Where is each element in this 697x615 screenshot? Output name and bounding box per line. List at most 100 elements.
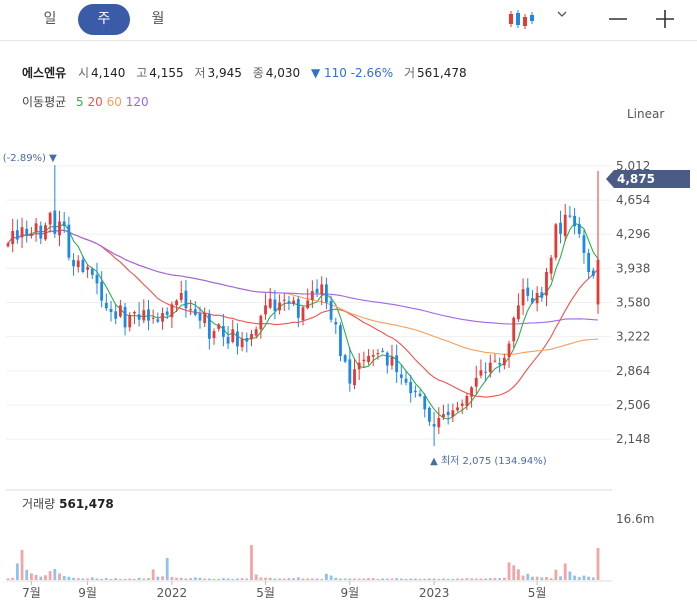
candle-body: [559, 222, 562, 234]
moving-average-legend[interactable]: 이동평균 5 20 60 120: [22, 93, 149, 110]
candle-body: [329, 300, 333, 320]
volume-value: 561,478: [417, 66, 467, 80]
volume-bar: [582, 575, 586, 580]
volume-panel-title: 거래량 561,478: [22, 495, 114, 512]
volume-bar: [371, 578, 375, 580]
volume-bar: [282, 578, 286, 580]
candle-body: [381, 350, 385, 352]
candle-body: [409, 381, 413, 394]
chevron-down-icon[interactable]: [556, 9, 568, 19]
volume-bar: [142, 578, 146, 580]
candle-body: [133, 312, 136, 314]
candle-body: [104, 302, 108, 309]
y-tick-label: 3,580: [616, 296, 650, 310]
candle-body: [573, 215, 576, 227]
volume-bar: [348, 578, 352, 580]
candle-body: [531, 298, 534, 303]
ma-120-label: 120: [125, 95, 149, 109]
volume-bar: [296, 577, 300, 580]
volume-bar: [278, 578, 281, 580]
volume-bar: [217, 578, 221, 580]
volume-bar: [175, 577, 178, 580]
candle-body: [48, 212, 52, 225]
tab-weekly[interactable]: 주: [78, 4, 130, 35]
candle-body: [193, 309, 197, 315]
candle-body: [278, 302, 281, 311]
candle-body: [58, 221, 61, 236]
volume-bar: [34, 574, 38, 580]
candle-body: [76, 260, 80, 268]
volume-bar: [531, 576, 534, 580]
change-value: ▼ 110 -2.66%: [310, 66, 394, 80]
candle-body: [44, 225, 47, 240]
volume-bar: [456, 578, 459, 580]
y-tick-label: 2,864: [616, 364, 650, 378]
volume-bar: [165, 557, 169, 580]
volume-bar: [329, 575, 333, 580]
zoom-in-button[interactable]: [654, 5, 676, 33]
candle-body: [399, 374, 403, 378]
candlestick-chart-type-icon[interactable]: [508, 8, 536, 30]
candle-body: [535, 292, 539, 304]
volume-bar: [442, 578, 445, 580]
candle-body: [310, 291, 314, 300]
volume-bar: [170, 577, 174, 580]
volume-bar: [404, 578, 408, 580]
candle-body: [404, 378, 408, 383]
volume-bar: [451, 578, 455, 580]
volume-bar: [193, 577, 197, 580]
candle-body: [460, 403, 464, 406]
candle-body: [90, 268, 94, 275]
candle-body: [339, 325, 342, 356]
candle-body: [371, 354, 375, 357]
candle-body: [156, 319, 160, 322]
volume-bar: [320, 578, 324, 580]
scale-type-toggle[interactable]: Linear: [627, 107, 665, 121]
volume-bar: [39, 576, 43, 580]
ma-60-label: 60: [106, 95, 122, 109]
candle-body: [165, 311, 169, 315]
candle-body: [81, 259, 85, 272]
candle-body: [432, 424, 436, 427]
top-toolbar: 일 주 월: [0, 0, 697, 41]
volume-bar: [11, 577, 15, 580]
candle-body: [67, 224, 71, 258]
volume-bar: [147, 578, 150, 580]
volume-bar: [343, 578, 347, 580]
candle-body: [568, 215, 572, 217]
candle-body: [413, 390, 417, 393]
candle-body: [151, 317, 155, 319]
y-tick-label: 5,012: [616, 159, 650, 173]
volume-bar: [488, 578, 492, 580]
y-tick-label: 4,296: [616, 227, 650, 241]
volume-bar: [221, 578, 225, 580]
volume-bar: [554, 569, 558, 580]
x-tick-label: 9월: [340, 586, 359, 600]
x-tick-label: 5월: [256, 586, 275, 600]
volume-bar: [114, 578, 118, 580]
volume-bar: [133, 578, 136, 580]
candle-body: [282, 299, 286, 301]
tab-daily[interactable]: 일: [43, 11, 57, 27]
ma-120-line: [7, 229, 599, 325]
volume-bar: [474, 578, 478, 580]
volume-bar: [591, 577, 595, 580]
volume-bar: [381, 578, 385, 580]
volume-bar: [231, 578, 235, 580]
y-tick-label: 2,506: [616, 398, 650, 412]
candle-body: [596, 259, 600, 305]
candle-body: [161, 313, 164, 322]
volume-bar: [446, 578, 450, 580]
candle-body: [86, 267, 90, 270]
candle-body: [147, 309, 150, 321]
volume-bar: [507, 562, 511, 580]
volume-bar: [48, 571, 52, 580]
max-price-annotation: 최고 5,020 (-2.89%) ▼: [0, 152, 57, 164]
zoom-out-button[interactable]: [607, 5, 629, 33]
candle-body: [502, 357, 506, 366]
x-tick-label: 2023: [419, 586, 450, 600]
tab-monthly[interactable]: 월: [151, 11, 165, 27]
candle-body: [591, 270, 595, 276]
candle-body: [512, 317, 516, 342]
